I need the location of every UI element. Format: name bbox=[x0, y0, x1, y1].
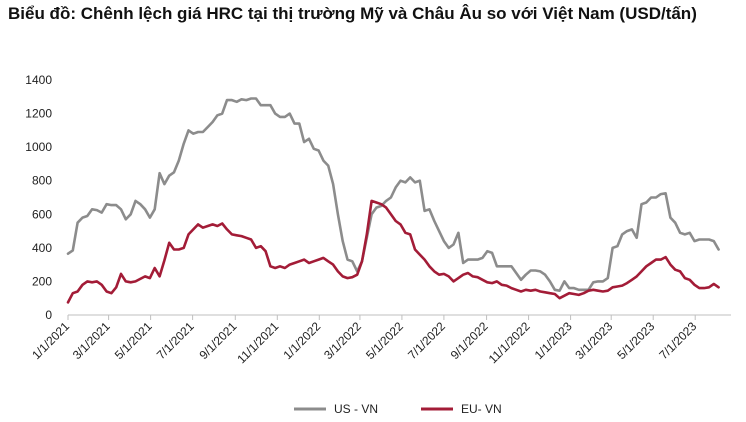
y-tick-label: 600 bbox=[32, 207, 52, 221]
series-line-eu-vn bbox=[66, 199, 720, 304]
legend-label: EU- VN bbox=[461, 402, 502, 416]
x-tick-label: 5/1/2022 bbox=[363, 319, 406, 362]
x-tick-label: 7/1/2023 bbox=[656, 319, 699, 362]
x-tick-label: 9/1/2022 bbox=[448, 319, 491, 362]
x-tick-label: 3/1/2022 bbox=[321, 319, 364, 362]
x-tick-label: 3/1/2023 bbox=[572, 319, 615, 362]
x-tick-label: 9/1/2021 bbox=[196, 319, 239, 362]
x-tick-label: 1/1/2021 bbox=[29, 319, 72, 362]
y-tick-label: 1400 bbox=[25, 73, 52, 87]
y-tick-label: 400 bbox=[32, 241, 52, 255]
x-tick-label: 5/1/2021 bbox=[112, 319, 155, 362]
y-tick-label: 800 bbox=[32, 174, 52, 188]
y-tick-label: 1000 bbox=[25, 140, 52, 154]
x-tick-label: 11/1/2022 bbox=[486, 319, 533, 366]
y-tick-label: 1200 bbox=[25, 107, 52, 121]
x-tick-label: 5/1/2023 bbox=[614, 319, 657, 362]
y-axis-ticks: 0 200 400 600 800 1000 1200 1400 bbox=[25, 73, 52, 322]
series-lines bbox=[66, 97, 720, 304]
legend-label: US - VN bbox=[334, 402, 378, 416]
x-tick-label: 11/1/2021 bbox=[234, 319, 281, 366]
y-tick-label: 0 bbox=[45, 308, 52, 322]
x-tick-label: 1/1/2022 bbox=[280, 319, 323, 362]
x-tick-label: 3/1/2021 bbox=[70, 319, 113, 362]
x-tick-label: 7/1/2022 bbox=[405, 319, 448, 362]
legend: US - VN EU- VN bbox=[294, 402, 502, 416]
x-tick-label: 7/1/2021 bbox=[154, 319, 197, 362]
y-tick-label: 200 bbox=[32, 274, 52, 288]
x-tick-label: 1/1/2023 bbox=[532, 319, 575, 362]
series-line-us-vn bbox=[66, 97, 720, 292]
chart-title: Biểu đồ: Chênh lệch giá HRC tại thị trườ… bbox=[8, 4, 697, 23]
